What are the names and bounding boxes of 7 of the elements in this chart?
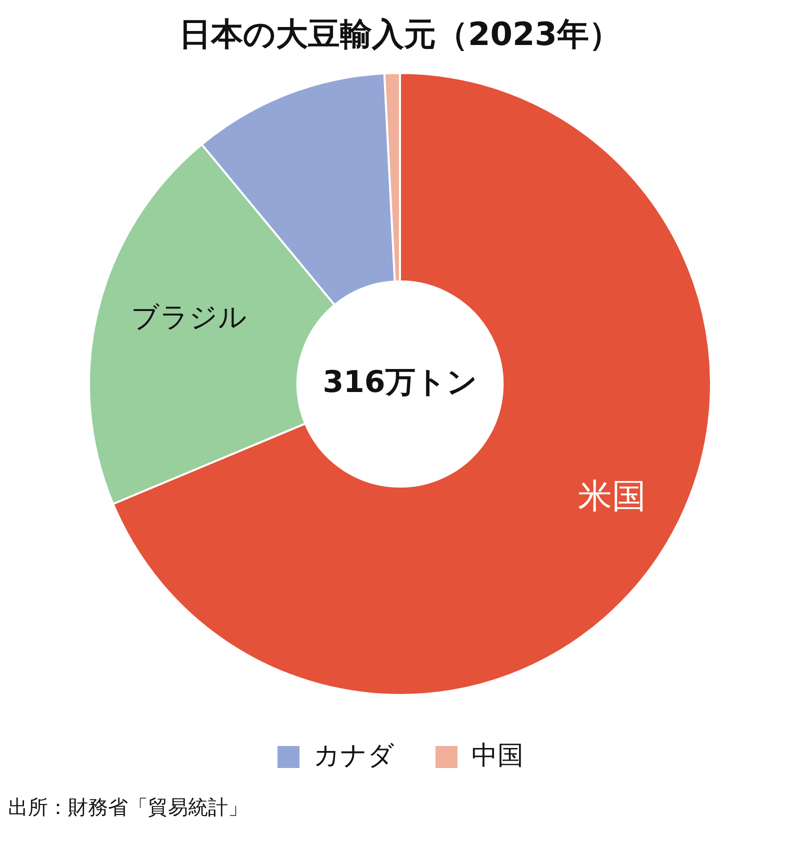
text: 316万トン	[322, 364, 478, 400]
legend-label: 中国	[472, 740, 524, 771]
chart-title: 日本の大豆輸入元（2023年）	[178, 14, 622, 55]
slice-label: 米国	[578, 476, 646, 516]
slice-label: ブラジル	[131, 300, 248, 334]
legend-label: カナダ	[314, 740, 394, 771]
text: 出所：財務省「貿易統計」	[8, 794, 249, 821]
